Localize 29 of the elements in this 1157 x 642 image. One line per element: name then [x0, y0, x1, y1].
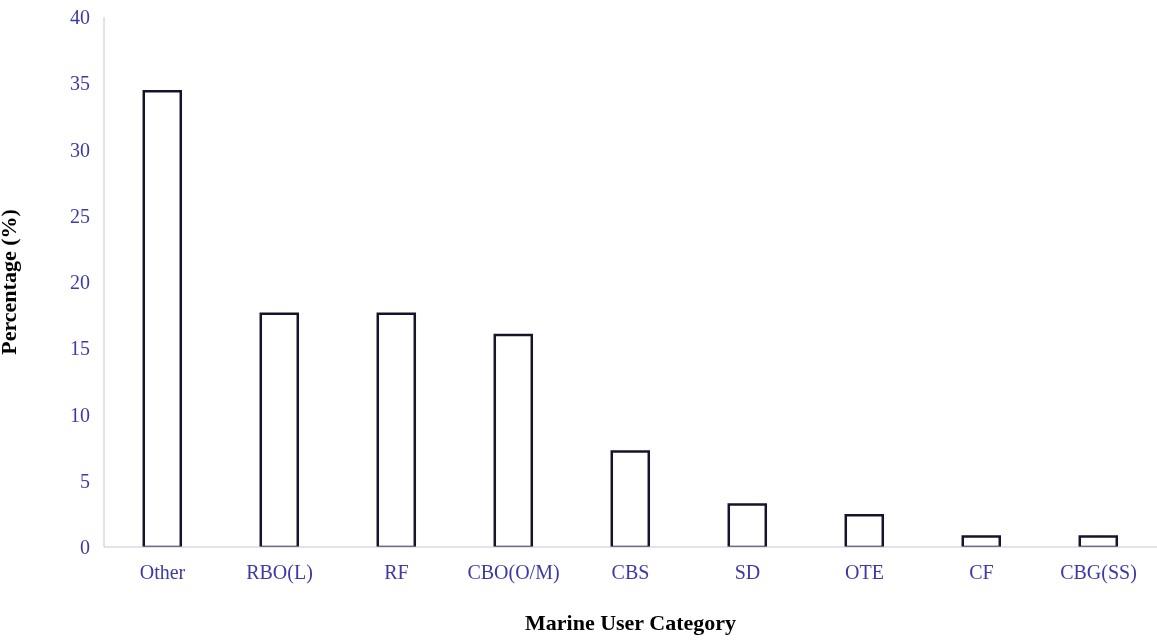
- bar: [844, 513, 885, 547]
- x-axis-title: Marine User Category: [525, 610, 736, 635]
- x-tick-label: CBO(O/M): [467, 561, 560, 585]
- y-tick-label: 5: [80, 469, 90, 492]
- y-tick-label: 40: [70, 6, 90, 29]
- y-tick-label: 20: [70, 271, 90, 294]
- x-tick-label: OTE: [845, 561, 884, 584]
- bar: [1078, 535, 1119, 547]
- y-tick-label: 0: [80, 536, 90, 559]
- y-tick-label: 15: [70, 337, 90, 360]
- y-tick-label: 30: [70, 138, 90, 161]
- bar: [727, 503, 768, 547]
- y-tick-label: 25: [70, 204, 90, 227]
- y-tick-label: 35: [70, 72, 90, 95]
- x-tick-label: SD: [734, 561, 761, 584]
- y-tick-label: 10: [70, 403, 90, 426]
- bar: [142, 89, 183, 547]
- bar: [610, 450, 651, 547]
- x-tick-label: CF: [969, 561, 994, 584]
- bar: [259, 312, 300, 547]
- x-tick-label: RF: [384, 561, 409, 584]
- x-tick-label: RBO(L): [246, 561, 313, 585]
- bar: [961, 535, 1002, 547]
- bar: [493, 333, 534, 547]
- x-tick-label: Other: [139, 561, 186, 584]
- x-tick-label: CBG(SS): [1060, 561, 1137, 585]
- y-axis-title: Percentage (%): [0, 209, 21, 355]
- x-tick-label: CBS: [611, 561, 650, 584]
- bar: [376, 312, 417, 547]
